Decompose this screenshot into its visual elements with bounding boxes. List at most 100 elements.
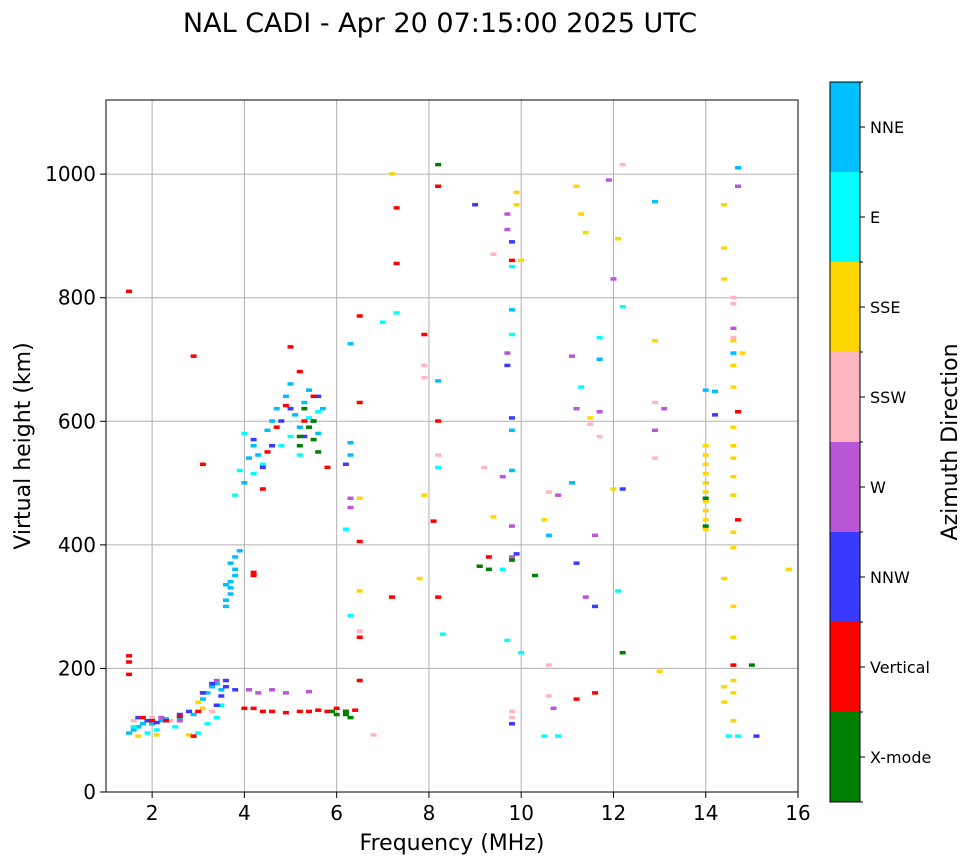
colorbar-category-label: Vertical <box>870 658 930 677</box>
colorbar-frame <box>829 81 861 803</box>
data-point-vertical <box>282 403 289 408</box>
data-point-e <box>250 471 257 476</box>
data-point-nne <box>255 453 262 457</box>
data-point-sse <box>730 338 737 343</box>
data-point-nne <box>287 382 294 386</box>
data-point-w <box>508 524 515 528</box>
data-point-ssw <box>545 694 552 698</box>
data-point-x-mode <box>619 650 626 655</box>
data-point-x-mode <box>532 573 539 578</box>
data-point-sse <box>490 515 497 519</box>
data-point-nne <box>711 389 718 394</box>
data-point-sse <box>730 530 737 534</box>
colorbar-swatch <box>830 172 860 262</box>
data-point-ssw <box>370 733 377 737</box>
data-point-nnw <box>176 712 183 717</box>
chart-title: NAL CADI - Apr 20 07:15:00 2025 UTC <box>183 8 697 39</box>
data-point-ssw <box>130 718 137 723</box>
data-point-nne <box>130 728 137 732</box>
data-point-w <box>610 277 617 281</box>
data-point-e <box>213 715 220 720</box>
data-point-e <box>287 434 294 439</box>
data-point-ssw <box>209 709 216 714</box>
data-point-sse <box>573 184 580 188</box>
data-point-nne <box>139 722 146 726</box>
data-point-sse <box>153 733 160 737</box>
colorbar-swatch <box>830 262 860 352</box>
data-point-x-mode <box>347 715 354 720</box>
data-point-w <box>651 428 658 433</box>
data-point-ssw <box>508 715 515 720</box>
data-point-nne <box>158 718 165 723</box>
data-point-sse <box>541 518 548 522</box>
data-point-e <box>725 734 732 738</box>
data-point-nne <box>508 468 515 473</box>
data-point-nne <box>435 379 442 383</box>
data-point-nnw <box>504 363 511 368</box>
x-tick-label: 4 <box>238 801 251 825</box>
data-point-sse <box>721 684 728 689</box>
data-point-sse <box>656 669 663 674</box>
data-point-nne <box>162 717 169 721</box>
data-point-sse <box>702 462 709 467</box>
data-point-vertical <box>241 706 248 711</box>
data-point-nne <box>319 406 326 411</box>
y-tick-label: 200 <box>58 656 96 680</box>
colorbar-label: Azimuth Direction <box>938 343 963 540</box>
data-point-nne <box>135 725 142 729</box>
data-point-e <box>347 613 354 618</box>
data-point-x-mode <box>435 162 442 167</box>
data-point-nne <box>222 598 229 602</box>
data-point-w <box>596 410 603 414</box>
data-point-w <box>592 533 599 538</box>
data-point-vertical <box>301 419 308 423</box>
colorbar-category-label: SSE <box>870 298 900 317</box>
data-point-ssw <box>651 456 658 460</box>
data-point-x-mode <box>310 419 317 423</box>
data-point-sse <box>582 230 589 235</box>
data-point-vertical <box>315 708 322 712</box>
data-point-e <box>435 465 442 470</box>
data-point-vertical <box>259 487 266 491</box>
data-point-nnw <box>472 203 479 207</box>
data-point-nne <box>568 481 575 485</box>
data-point-w <box>255 691 262 695</box>
data-point-e <box>236 468 243 473</box>
data-point-vertical <box>126 289 133 294</box>
data-point-e <box>596 335 603 340</box>
data-point-e <box>541 734 548 738</box>
data-point-sse <box>421 493 428 497</box>
data-point-sse <box>702 508 709 513</box>
data-point-w <box>213 678 220 683</box>
data-point-x-mode <box>329 709 336 714</box>
data-point-vertical <box>195 709 202 714</box>
data-point-vertical <box>126 654 133 658</box>
data-point-nne <box>204 691 211 695</box>
data-point-vertical <box>199 462 206 467</box>
data-point-vertical <box>508 258 515 263</box>
data-points <box>126 162 792 738</box>
data-point-ssw <box>545 663 552 667</box>
data-point-vertical <box>735 518 742 522</box>
y-axis-label: Virtual height (km) <box>11 342 36 549</box>
data-point-e <box>172 725 179 729</box>
data-point-x-mode <box>315 450 322 454</box>
data-point-sse <box>721 246 728 250</box>
data-point-x-mode <box>296 444 303 448</box>
data-point-nnw <box>222 678 229 683</box>
data-point-nne <box>199 697 206 701</box>
data-point-vertical <box>324 465 331 470</box>
colorbar-swatch <box>830 622 860 712</box>
data-point-vertical <box>393 206 400 210</box>
data-point-e <box>578 385 585 389</box>
data-point-nne <box>227 579 234 584</box>
colorbar-category-label: X-mode <box>870 748 931 767</box>
data-point-w <box>504 212 511 216</box>
data-point-e <box>379 320 386 324</box>
data-point-e <box>204 722 211 726</box>
data-point-sse <box>135 734 142 738</box>
data-point-vertical <box>264 450 271 454</box>
data-point-nne <box>735 165 742 170</box>
data-point-nnw <box>213 703 220 707</box>
data-point-sse <box>730 444 737 448</box>
